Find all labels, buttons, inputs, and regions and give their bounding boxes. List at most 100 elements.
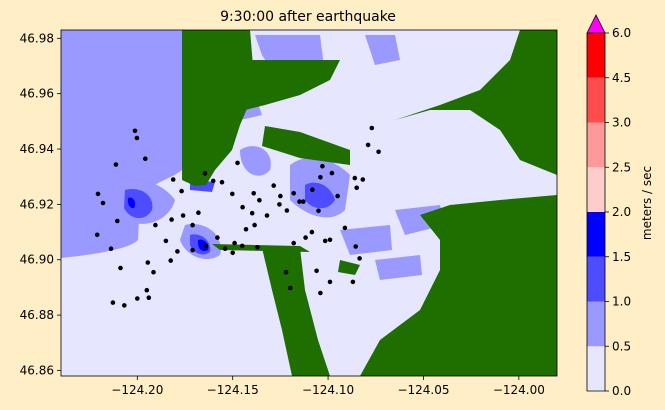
land-north-ridge [236, 60, 340, 110]
gauge-point [168, 258, 173, 263]
colorbar-tick-label: 6.0 [612, 26, 631, 40]
gauge-point [320, 163, 325, 169]
y-tick-label: 46.96 [20, 87, 54, 101]
gauge-point [277, 202, 282, 207]
gauge-point [243, 227, 249, 232]
colorbar-tick-label: 0.5 [612, 339, 631, 353]
gauge-point [145, 260, 151, 265]
gauge-point [284, 208, 290, 213]
colorbar-tick-label: 4.5 [612, 71, 631, 85]
land-east-mid [338, 260, 360, 275]
gauge-point [310, 187, 315, 192]
x-tick-label: −124.00 [493, 383, 545, 397]
gauge-point [110, 300, 116, 305]
gauge-point [301, 199, 306, 204]
gauge-point [151, 269, 156, 275]
gauge-markers [94, 125, 381, 308]
gauge-point [190, 222, 195, 228]
gauge-point [169, 217, 174, 222]
gauge-point [318, 175, 323, 180]
colorbar-tick-label: 3.0 [612, 116, 631, 130]
gauge-point [278, 193, 283, 199]
gauge-point [357, 256, 362, 261]
gauge-point [257, 197, 262, 203]
gauge-point [115, 218, 120, 224]
gauge-point [230, 250, 235, 256]
gauge-point [113, 162, 119, 167]
gauge-point [249, 210, 255, 216]
gauge-point [215, 235, 220, 240]
x-tick-label: −124.15 [207, 383, 259, 397]
colorbar-segment [587, 346, 605, 391]
land-islet [520, 200, 557, 250]
x-tick-label: −124.20 [111, 383, 163, 397]
colorbar-tick-label: 1.5 [612, 250, 631, 264]
gauge-point [264, 213, 270, 218]
gauge-point [354, 185, 360, 191]
gauge-point [210, 178, 216, 184]
gauge-point [255, 245, 260, 250]
gauge-point [303, 235, 308, 240]
gauge-point [369, 125, 375, 131]
colorbar-tick-label: 1.0 [612, 295, 631, 309]
gauge-point [291, 240, 297, 246]
gauge-point [239, 243, 245, 249]
colorbar-tick-label: 0.0 [612, 384, 631, 398]
gauge-point [240, 204, 245, 210]
gauge-point [202, 171, 208, 176]
y-tick-label: 46.86 [20, 363, 54, 377]
gauge-point [144, 287, 150, 293]
peak-speed-core [197, 239, 209, 252]
colorbar: 0.0 0.5 1.0 1.5 2.0 2.5 3.0 4.5 6.0 [586, 14, 631, 398]
colorbar-segment [587, 77, 605, 123]
chart-title: 9:30:00 after earthquake [220, 9, 396, 25]
gauge-point [203, 243, 209, 249]
gauge-point [350, 279, 356, 285]
gauge-point [134, 135, 140, 141]
colorbar-segment [587, 167, 605, 212]
colorbar-label: meters / sec [640, 166, 654, 240]
colorbar-segment [587, 256, 605, 302]
gauge-point [94, 232, 100, 238]
gauge-point [118, 265, 123, 271]
y-tick-label: 46.88 [20, 308, 54, 322]
gauge-point [365, 142, 371, 148]
x-tick-label: −124.10 [302, 383, 354, 397]
gauge-point [335, 193, 340, 199]
land-north-spit [182, 30, 255, 186]
y-axis: 46.86 46.88 46.90 46.92 46.94 46.96 46.98 [20, 31, 61, 377]
land-east-north [395, 30, 557, 175]
gauge-point [360, 177, 366, 182]
gauge-point [322, 238, 328, 244]
gauge-point [230, 191, 235, 197]
gauge-point [309, 229, 315, 235]
gauge-point [327, 279, 333, 285]
y-tick-label: 46.90 [20, 253, 54, 267]
land-south-spit [262, 248, 330, 376]
land-bar [212, 244, 310, 252]
colorbar-segment [587, 33, 605, 78]
gauge-point [318, 290, 323, 296]
gauge-point [232, 240, 237, 246]
gauge-point [316, 208, 321, 214]
gauge-point [170, 177, 176, 182]
gauge-point [288, 285, 293, 291]
gauge-point [342, 225, 348, 231]
gauge-point [122, 303, 127, 308]
gauge-point [135, 296, 140, 301]
channel-speed-patch-5 [375, 255, 422, 280]
y-tick-label: 46.98 [20, 31, 54, 45]
land-north-inlet [262, 126, 350, 165]
gauge-point [291, 191, 297, 196]
gauge-point [146, 295, 152, 301]
gauge-point [376, 149, 381, 155]
map-panel [60, 29, 558, 377]
mouth-speed-core [124, 189, 153, 219]
gauge-point [271, 183, 277, 188]
y-tick-label: 46.94 [20, 142, 54, 156]
peak-speed-core-2 [127, 197, 136, 209]
gauge-point [252, 222, 257, 228]
channel-speed-patch-4 [340, 225, 392, 255]
gauge-point [132, 128, 138, 134]
